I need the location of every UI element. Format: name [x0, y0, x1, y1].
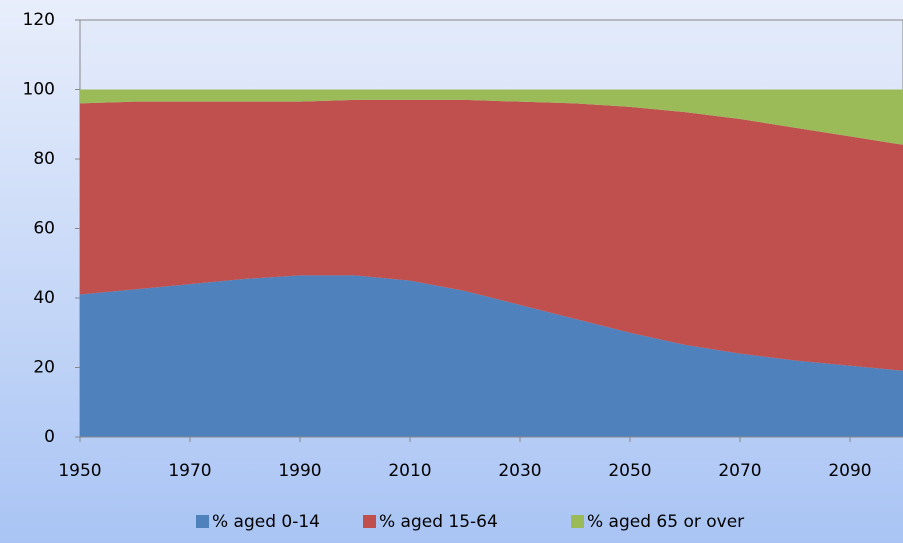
x-tick-label: 1970	[168, 461, 211, 481]
legend-swatch	[196, 515, 209, 528]
area	[80, 275, 903, 437]
area	[80, 89, 903, 145]
y-tick-label: 20	[33, 358, 55, 378]
x-tick-label: 2070	[718, 461, 761, 481]
x-tick-label: 1990	[278, 461, 321, 481]
y-tick-label: 0	[44, 427, 55, 447]
legend-swatch	[571, 515, 584, 528]
y-tick-label: 80	[33, 149, 55, 169]
x-tick-label: 2010	[388, 461, 431, 481]
area	[80, 99, 903, 371]
y-tick-label: 40	[33, 288, 55, 308]
y-tick-label: 60	[33, 219, 55, 239]
legend-label: % aged 65 or over	[587, 512, 744, 532]
legend-label: % aged 0-14	[212, 512, 320, 532]
x-tick-label: 2090	[828, 461, 871, 481]
y-tick-label: 120	[23, 10, 55, 30]
x-tick-label: 2050	[608, 461, 651, 481]
x-tick-label: 2030	[498, 461, 541, 481]
legend-swatch	[363, 515, 376, 528]
y-tick-label: 100	[23, 80, 55, 100]
legend-label: % aged 15-64	[379, 512, 498, 532]
x-tick-label: 1950	[58, 461, 101, 481]
